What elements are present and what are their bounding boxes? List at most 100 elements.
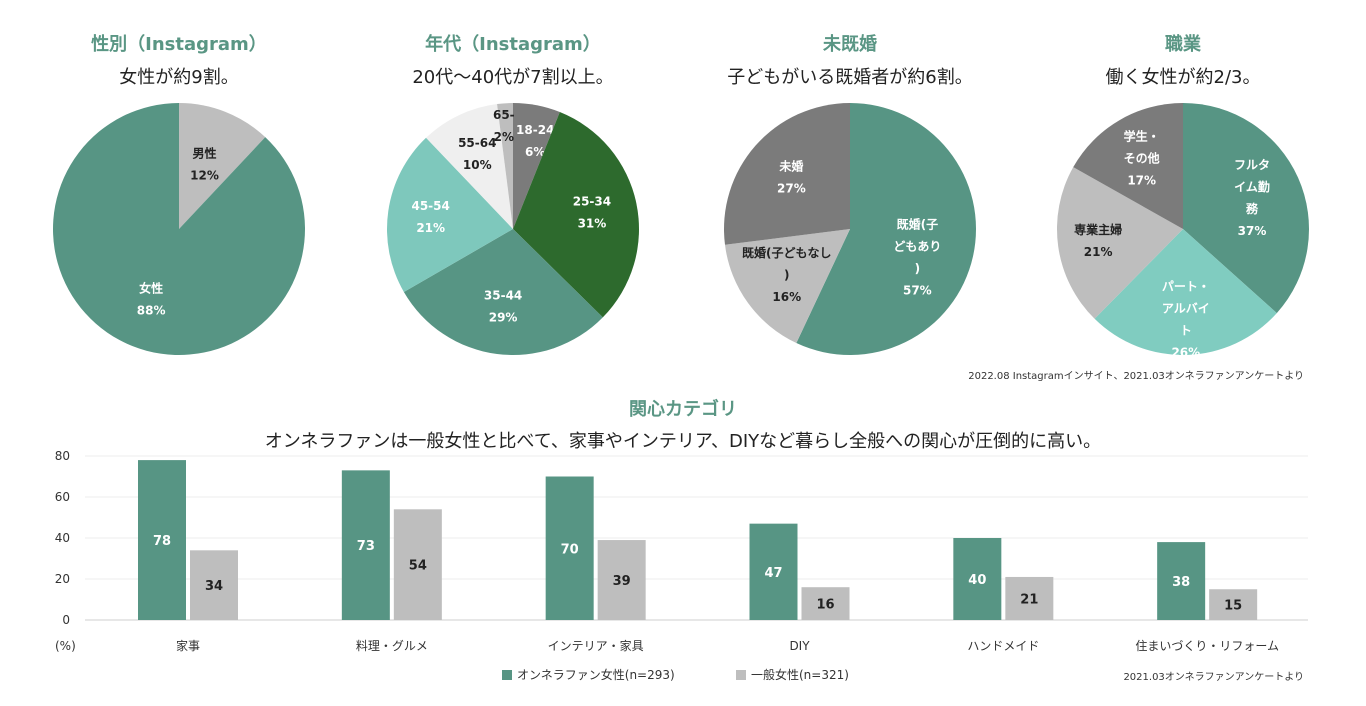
bar	[749, 523, 798, 620]
pie-slice-label: 学生・	[1124, 128, 1160, 143]
pie-slice-value: 10%	[463, 158, 492, 172]
pie-subtitle: 女性が約9割。	[119, 67, 239, 88]
bar	[1005, 576, 1054, 620]
pie-subtitle: 子どもがいる既婚者が約6割。	[727, 67, 973, 88]
pie-slice-value: 37%	[1238, 224, 1267, 238]
bar-value-label: 38	[1172, 575, 1190, 590]
pie-slice-label: 65-	[493, 108, 515, 122]
pie-slice	[1183, 103, 1310, 314]
x-tick-label: インテリア・家具	[548, 638, 644, 653]
pie-slice-label: 25-34	[573, 194, 611, 208]
pie-slice-value: 6%	[525, 145, 545, 159]
pie-header-age: 年代（Instagram） 20代～40代が7割以上。	[383, 33, 643, 90]
pie-chart: 18-24 6% 25-34 31% 35-44 29% 45-54 21% 55-64 10% 6…	[387, 103, 640, 355]
pie-slice	[387, 137, 513, 292]
bar-value-label: 78	[153, 534, 171, 549]
y-tick-label: 80	[55, 449, 70, 463]
pie-slice-label: 45-54	[411, 199, 449, 213]
pie-slice-label: イム勤	[1234, 179, 1270, 194]
y-tick-label: 0	[62, 613, 70, 627]
pie-chart: 男性 12% 女性 88%	[53, 103, 306, 355]
pie-slice-label: フルタ	[1234, 158, 1270, 172]
pie-slice-label: 専業主婦	[1074, 222, 1122, 237]
bar	[953, 538, 1002, 620]
pie-slice	[724, 103, 850, 245]
legend-series-1: オンネラファン女性(n=293)	[502, 666, 675, 683]
bar-chart: 0 20 40 60 80 (%) 78 34 家事 73 54 料理・グルメ 70 39 インテリア・家具…	[55, 449, 1308, 653]
legend-swatch	[736, 669, 746, 680]
pie-title: 職業	[1165, 34, 1201, 55]
pie-slice-value: 27%	[777, 181, 806, 195]
bar	[190, 550, 238, 620]
bar	[138, 460, 186, 620]
pie-slice-value: 31%	[578, 216, 607, 230]
pie-slice	[403, 229, 603, 355]
bar-value-label: 21	[1020, 592, 1038, 607]
pie-slice-label: 既婚(子	[897, 216, 939, 231]
legend-label: オンネラファン女性(n=293)	[517, 668, 675, 682]
pie-slice-label: 55-64	[458, 136, 496, 150]
pie-slice-value: 26%	[1171, 346, 1200, 360]
bar	[1157, 542, 1206, 620]
pie-slice-value: 21%	[416, 221, 445, 235]
bar-value-label: 54	[409, 559, 427, 574]
pie-slice	[724, 229, 850, 344]
legend-swatch	[502, 669, 512, 680]
pie-slice-label: 男性	[193, 146, 217, 161]
pie-slice-label: 未婚	[778, 158, 803, 173]
pie-slice-value: 29%	[489, 310, 518, 324]
x-tick-label: 料理・グルメ	[356, 639, 428, 653]
pie-slice-value: 12%	[190, 169, 219, 183]
pie-slice-value: 2%	[494, 130, 514, 144]
pie-slice	[1057, 167, 1183, 319]
bar	[545, 476, 594, 620]
pie-title: 未既婚	[823, 34, 877, 55]
bar-value-label: 16	[816, 598, 834, 613]
pie-slice-label: )	[915, 261, 920, 275]
bar-source-note: 2021.03オンネラファンアンケートより	[1123, 672, 1304, 683]
pie-subtitle: 働く女性が約2/3。	[1105, 67, 1261, 88]
pie-slice-label: どもあり	[893, 239, 941, 253]
pie-slice	[1073, 103, 1183, 229]
pie-title: 年代（Instagram）	[425, 34, 601, 55]
pie-charts: 男性 12% 女性 88% 18-24 6% 25-34 31% 35-44 29% 45-54 21…	[53, 103, 1310, 360]
pie-slice-label: その他	[1124, 150, 1160, 165]
bar	[597, 540, 646, 620]
bar	[393, 509, 442, 620]
pie-header-marital: 未既婚 子どもがいる既婚者が約6割。	[700, 33, 1000, 90]
legend-label: 一般女性(n=321)	[751, 668, 849, 682]
bar	[1209, 589, 1258, 620]
pie-slice-value: 16%	[772, 290, 801, 304]
pie-slice	[53, 103, 306, 355]
bar-value-label: 40	[968, 573, 986, 588]
pie-slice	[513, 103, 560, 229]
bar-section-title: 関心カテゴリ	[0, 398, 1366, 422]
x-tick-label: DIY	[789, 639, 810, 653]
bar-value-label: 73	[357, 539, 375, 554]
pie-header-occupation: 職業 働く女性が約2/3。	[1053, 33, 1313, 90]
pie-slice-label: アルバイ	[1162, 302, 1210, 316]
y-tick-label: 60	[55, 490, 70, 504]
pie-slice-label: 35-44	[484, 288, 522, 302]
pie-slice	[426, 104, 513, 229]
x-tick-label: ハンドメイド	[967, 639, 1039, 653]
bar-value-label: 15	[1224, 599, 1242, 614]
x-tick-label: 住まいづくり・リフォーム	[1135, 639, 1279, 653]
pie-title: 性別（Instagram）	[91, 34, 267, 55]
bar-section-subtitle: オンネラファンは一般女性と比べて、家事やインテリア、DIYなど暮らし全般への関心…	[0, 430, 1366, 454]
legend-series-2: 一般女性(n=321)	[736, 666, 849, 683]
pie-slice-label: )	[784, 268, 789, 282]
bar	[341, 470, 390, 620]
bar-value-label: 39	[613, 574, 631, 589]
pie-slice-label: 18-24	[516, 123, 554, 137]
bar-subtitle: オンネラファンは一般女性と比べて、家事やインテリア、DIYなど暮らし全般への関心…	[264, 431, 1102, 452]
bar-value-label: 34	[205, 579, 223, 594]
pie-slice	[497, 103, 513, 229]
pie-slice-value: 57%	[903, 283, 932, 297]
pie-slice-value: 21%	[1084, 245, 1113, 259]
pie-subtitle: 20代～40代が7割以上。	[412, 67, 614, 88]
pie-slice	[513, 112, 640, 318]
pie-slice	[796, 103, 977, 355]
pie-slice-label: 既婚(子どもなし	[742, 245, 832, 260]
